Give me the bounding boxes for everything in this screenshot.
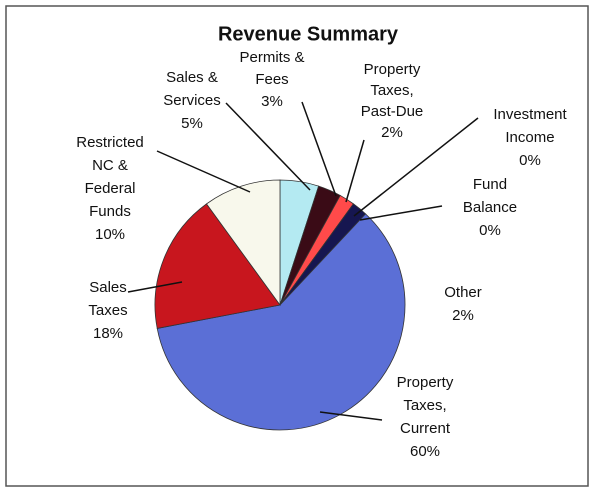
slice-label: Fund <box>473 176 507 193</box>
slice-label: Sales & <box>166 69 218 86</box>
value-label: 3% <box>261 93 283 110</box>
slice-label: Property <box>397 374 454 391</box>
pie-slice <box>154 203 281 329</box>
leader-line <box>319 411 383 421</box>
slice-label: Sales <box>89 279 127 296</box>
slice-label: Services <box>163 92 221 109</box>
slice-label: Taxes <box>88 302 127 319</box>
value-label: 2% <box>452 307 474 324</box>
slice-label: Income <box>505 129 554 146</box>
slice-label: Restricted <box>76 134 144 151</box>
leader-line <box>353 117 479 217</box>
slice-label: Other <box>444 284 482 301</box>
slice-label: Funds <box>89 203 131 220</box>
value-label: 18% <box>93 325 123 342</box>
value-label: 0% <box>519 152 541 169</box>
slice-label: Balance <box>463 199 517 216</box>
leader-line <box>225 102 311 191</box>
value-label: 60% <box>410 443 440 460</box>
value-label: 0% <box>479 222 501 239</box>
slice-label: Fees <box>255 71 288 88</box>
pie-slice <box>205 179 281 307</box>
slice-label: Taxes, <box>370 82 413 99</box>
chart-title: Revenue Summary <box>218 23 399 45</box>
leader-line <box>127 281 183 293</box>
value-label: 2% <box>381 124 403 141</box>
slice-label: Investment <box>493 106 567 123</box>
slice-label: Taxes, <box>403 397 446 414</box>
slice-label: Property <box>364 61 421 78</box>
value-label: 10% <box>95 226 125 243</box>
leader-line <box>156 150 251 193</box>
leader-line <box>301 101 337 197</box>
value-label: 5% <box>181 115 203 132</box>
leader-line <box>345 139 365 203</box>
slice-label: Federal <box>85 180 136 197</box>
slice-label: Permits & <box>239 49 304 66</box>
slice-label: Current <box>400 420 451 437</box>
leader-line <box>359 205 443 221</box>
slice-label: Past-Due <box>361 103 424 120</box>
slice-label: NC & <box>92 157 128 174</box>
